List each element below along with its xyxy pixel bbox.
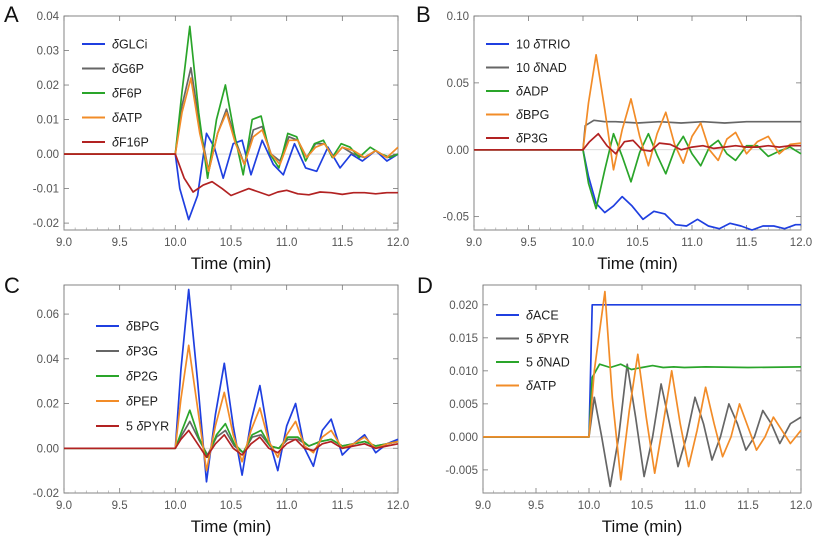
x-tick-label: 9.5: [521, 237, 537, 249]
x-tick-label: 9.0: [56, 500, 72, 512]
panel-d: 9.0 9.5 10.0 10.5 11.0 11.5 12.0 0.020 0.015 0.01…: [417, 273, 812, 536]
panel-label: B: [416, 2, 431, 27]
y-tick-label: 0.010: [449, 366, 478, 378]
y-tick-label: 0.04: [37, 354, 60, 366]
plot-frame: [63, 284, 399, 494]
y-tick-label: -0.005: [445, 465, 478, 477]
series-line-bpg: [64, 288, 399, 483]
y-tick-label: 0.05: [447, 78, 469, 90]
x-tick-label: 10.5: [631, 500, 653, 512]
series-line-pyr: [483, 363, 802, 488]
series-line-glci: [64, 132, 399, 221]
x-tick-label: 9.5: [112, 500, 128, 512]
x-tick-label: 9.0: [466, 237, 482, 249]
series-line-trio: [474, 148, 801, 231]
y-tick-label: 0.02: [37, 80, 59, 92]
x-tick-label: 11.0: [276, 500, 298, 512]
x-tick-label: 12.0: [790, 500, 812, 512]
panel-a: 9.0 9.5 10.0 10.5 11.0 11.5 12.0 0.04 0.03 0.02 0.…: [4, 2, 409, 273]
x-axis-label: Time (min): [191, 517, 272, 536]
x-tick-label: 10.5: [220, 500, 242, 512]
legend-entry: 10 δNAD: [516, 61, 567, 75]
y-tick-label: 0.000: [449, 432, 478, 444]
series-line-p3g: [474, 132, 801, 155]
legend-entry: δBPG: [126, 320, 159, 334]
x-tick-label: 9.5: [112, 237, 128, 249]
legend-entry: δP3G: [126, 345, 158, 359]
x-tick-label: 11.5: [737, 500, 759, 512]
x-tick-label: 9.0: [56, 237, 72, 249]
panel-b: 9.0 9.5 10.0 10.5 11.0 11.5 12.0 0.10 0.05 0.00 -0…: [416, 2, 812, 273]
series-line-f6p: [64, 25, 399, 180]
x-tick-label: 11.5: [332, 237, 354, 249]
y-tick-label: 0.04: [37, 11, 60, 23]
legend-entry: 5 δNAD: [526, 356, 570, 370]
legend-entry: δP2G: [126, 370, 158, 384]
series-line-nad: [483, 363, 802, 438]
y-tick-label: -0.05: [443, 212, 469, 224]
series-line-adp: [474, 132, 802, 210]
y-tick-label: 0.06: [37, 309, 59, 321]
legend-entry: δPEP: [126, 395, 158, 409]
legend-entry: δGLCi: [112, 38, 147, 52]
x-tick-label: 11.0: [684, 500, 706, 512]
legend-entry: δG6P: [112, 62, 144, 76]
series-line-atp: [483, 290, 802, 481]
x-tick-label: 9.0: [475, 500, 491, 512]
x-tick-label: 11.0: [276, 237, 298, 249]
legend-entry: δF16P: [112, 136, 149, 150]
y-tick-label: 0.01: [37, 115, 59, 127]
series-line-f16p: [64, 153, 398, 197]
x-tick-label: 10.0: [572, 237, 594, 249]
y-tick-label: 0.00: [37, 443, 59, 455]
x-tick-label: 12.0: [387, 500, 409, 512]
y-tick-label: 0.10: [447, 11, 469, 23]
y-tick-label: -0.02: [33, 218, 59, 230]
x-tick-label: 12.0: [387, 237, 409, 249]
panel-label: D: [417, 273, 433, 298]
y-tick-label: 0.005: [449, 399, 478, 411]
series-line-atp: [64, 77, 399, 173]
legend-entry: 5 δPYR: [126, 420, 169, 434]
x-tick-label: 9.5: [528, 500, 544, 512]
x-axis-label: Time (min): [597, 254, 678, 273]
series-line-pyr: [64, 429, 399, 459]
panel-label: C: [4, 273, 20, 298]
x-tick-label: 12.0: [790, 237, 812, 249]
series-line-bpg: [474, 53, 802, 171]
y-tick-label: 0.03: [37, 46, 59, 58]
legend-entry: δACE: [526, 309, 559, 323]
y-tick-label: 0.00: [37, 149, 59, 161]
legend-entry: δBPG: [516, 108, 549, 122]
y-tick-label: -0.01: [33, 184, 59, 196]
x-axis-label: Time (min): [191, 254, 272, 273]
y-tick-label: 0.015: [449, 333, 478, 345]
legend-entry: δATP: [526, 379, 556, 393]
y-tick-label: 0.02: [37, 399, 59, 411]
legend-entry: δADP: [516, 85, 549, 99]
x-tick-label: 10.5: [626, 237, 648, 249]
x-tick-label: 10.5: [220, 237, 242, 249]
x-tick-label: 11.5: [332, 500, 354, 512]
series-line-ace: [483, 303, 801, 438]
y-tick-label: 0.020: [449, 300, 478, 312]
legend-entry: δATP: [112, 111, 142, 125]
x-tick-label: 11.5: [736, 237, 758, 249]
x-tick-label: 10.0: [164, 500, 186, 512]
x-tick-label: 10.0: [578, 500, 600, 512]
legend-entry: δF6P: [112, 87, 142, 101]
legend-entry: δP3G: [516, 132, 548, 146]
series-line-pep: [64, 344, 399, 472]
legend-entry: 5 δPYR: [526, 332, 569, 346]
x-tick-label: 11.0: [681, 237, 703, 249]
y-tick-label: -0.02: [33, 488, 59, 500]
x-tick-label: 10.0: [164, 237, 186, 249]
y-tick-label: 0.00: [447, 145, 469, 157]
panel-c: 9.0 9.5 10.0 10.5 11.0 11.5 12.0 0.06 0.04 0.02 0.…: [4, 273, 409, 536]
legend-entry: 10 δTRIO: [516, 38, 570, 52]
x-axis-label: Time (min): [602, 517, 683, 536]
panel-label: A: [4, 2, 19, 27]
